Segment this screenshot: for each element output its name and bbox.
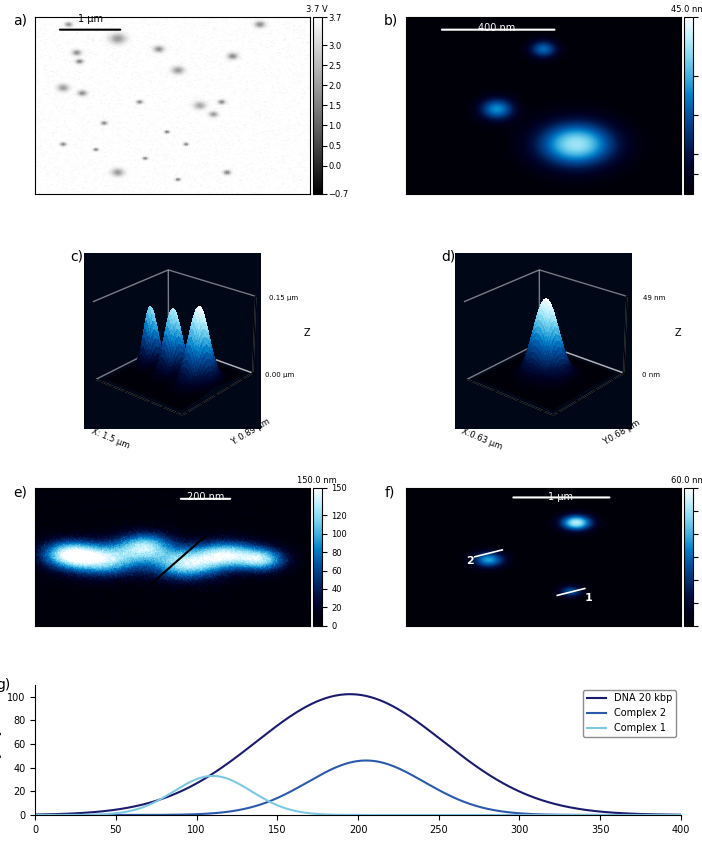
Complex 1 [535,810,543,820]
Text: 200 nm: 200 nm [187,492,224,502]
DNA 20 kbp [292,707,300,718]
Complex 2 [31,810,39,820]
Y-axis label: Y:0.68 μm: Y:0.68 μm [602,418,642,447]
X-axis label: X:0.63 μm: X:0.63 μm [460,427,503,451]
DNA 20 kbp [315,695,324,706]
Text: 45.0 nm: 45.0 nm [671,5,702,14]
Complex 1 [293,806,301,817]
Complex 1 [97,809,105,819]
Text: 1 μm: 1 μm [77,15,102,24]
DNA 20 kbp [97,806,105,817]
Text: 400 nm: 400 nm [478,23,515,33]
Text: 150.0 nm: 150.0 nm [298,476,337,485]
Line: Complex 2: Complex 2 [35,760,681,815]
Text: g): g) [0,678,11,692]
Complex 1 [677,810,685,820]
Complex 1 [208,771,217,781]
DNA 20 kbp [345,689,354,700]
Complex 2 [547,810,555,820]
DNA 20 kbp [31,810,39,820]
DNA 20 kbp [547,798,555,808]
Legend: DNA 20 kbp, Complex 2, Complex 1: DNA 20 kbp, Complex 2, Complex 1 [583,689,676,737]
Complex 1 [31,810,39,820]
X-axis label: X: 1.5 μm: X: 1.5 μm [91,427,131,451]
Complex 1 [475,810,484,820]
Text: 3.7 V: 3.7 V [306,5,328,14]
Text: 1: 1 [585,593,592,603]
Y-axis label: Z [nm]: Z [nm] [0,731,1,769]
Line: DNA 20 kbp: DNA 20 kbp [35,694,681,815]
Text: a): a) [13,14,27,28]
Text: b): b) [384,14,398,28]
Complex 1 [547,810,555,820]
Text: 2: 2 [467,556,475,565]
Text: e): e) [13,485,27,499]
Line: Complex 1: Complex 1 [35,776,681,815]
Complex 2 [677,810,685,820]
Complex 2 [362,755,371,766]
Text: 1 μm: 1 μm [548,492,573,502]
Complex 2 [535,809,543,819]
Complex 2 [97,810,105,820]
Complex 2 [292,783,300,793]
Text: 60.0 nm: 60.0 nm [671,476,702,485]
Text: f): f) [384,485,395,499]
Text: d): d) [442,249,456,263]
DNA 20 kbp [475,763,484,773]
Y-axis label: Y: 0.89 μm: Y: 0.89 μm [230,417,272,447]
Complex 2 [475,802,484,812]
DNA 20 kbp [535,794,543,805]
Text: c): c) [70,249,84,263]
Complex 1 [316,809,324,819]
Complex 2 [315,770,324,780]
DNA 20 kbp [677,810,685,820]
